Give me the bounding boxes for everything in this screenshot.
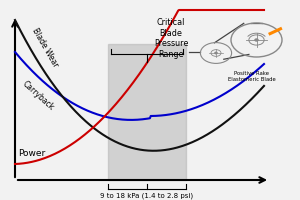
Text: 9 to 18 kPa (1.4 to 2.8 psi): 9 to 18 kPa (1.4 to 2.8 psi): [100, 192, 194, 199]
Circle shape: [215, 52, 217, 54]
Text: Critical
Blade
Pressure
Range: Critical Blade Pressure Range: [154, 18, 188, 59]
Text: Blade Wear: Blade Wear: [30, 27, 60, 69]
Text: Carryback: Carryback: [21, 80, 56, 112]
Text: Positive Rake
Elastomeric Blade: Positive Rake Elastomeric Blade: [228, 71, 276, 82]
Bar: [108, 44, 186, 180]
Text: Power: Power: [18, 150, 45, 158]
Circle shape: [255, 39, 258, 41]
